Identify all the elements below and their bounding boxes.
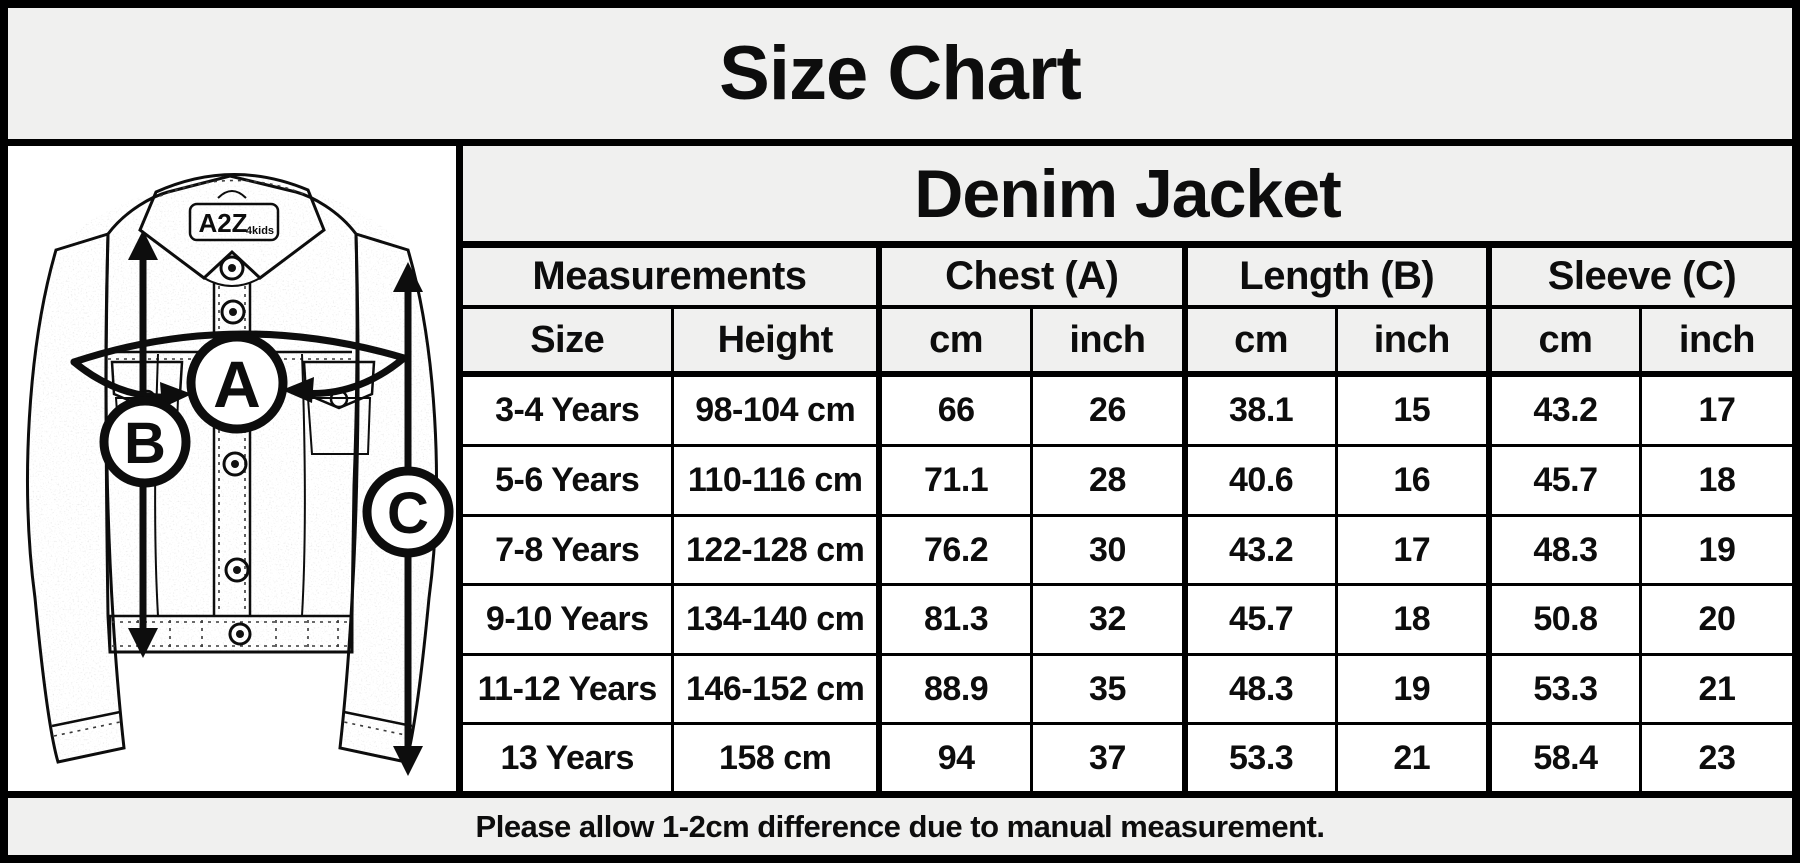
length-inch-cell: 19: [1334, 652, 1491, 726]
sleeve-cm-cell: 43.2: [1485, 372, 1642, 448]
length-cm-cell: 43.2: [1181, 513, 1338, 587]
chest-inch-cell: 28: [1030, 444, 1187, 517]
length-inch-cell: 17: [1334, 513, 1491, 587]
col-header-sleeve-inch: inch: [1638, 305, 1792, 377]
table-row: 9-10 Years 134-140 cm 81.3 32 45.7 18 50…: [463, 583, 1792, 656]
col-group-chest: Chest (A): [875, 244, 1187, 309]
chest-inch-cell: 26: [1030, 372, 1187, 448]
size-cell: 13 Years: [463, 722, 675, 791]
length-inch-cell: 21: [1334, 722, 1491, 791]
jacket-diagram-panel: A2Z 4kids: [8, 146, 463, 791]
chest-cm-cell: 94: [875, 722, 1034, 791]
col-header-height: Height: [671, 305, 881, 377]
table-row: 5-6 Years 110-116 cm 71.1 28 40.6 16 45.…: [463, 444, 1792, 517]
col-header-length-cm: cm: [1181, 305, 1338, 377]
height-cell: 158 cm: [671, 722, 881, 791]
length-label: B: [124, 411, 166, 476]
col-header-length-inch: inch: [1334, 305, 1491, 377]
chest-cm-cell: 81.3: [875, 583, 1034, 656]
chest-inch-cell: 37: [1030, 722, 1187, 791]
length-inch-cell: 15: [1334, 372, 1491, 448]
table-row: 3-4 Years 98-104 cm 66 26 38.1 15 43.2 1…: [463, 372, 1792, 448]
col-header-sleeve-cm: cm: [1485, 305, 1642, 377]
height-cell: 110-116 cm: [671, 444, 881, 517]
chest-label: A: [213, 347, 261, 421]
col-header-chest-cm: cm: [875, 305, 1034, 377]
length-inch-cell: 16: [1334, 444, 1491, 517]
sleeve-inch-cell: 17: [1638, 372, 1792, 448]
col-header-size: Size: [463, 305, 675, 377]
size-cell: 9-10 Years: [463, 583, 675, 656]
height-cell: 134-140 cm: [671, 583, 881, 656]
sleeve-inch-cell: 18: [1638, 444, 1792, 517]
length-cm-cell: 38.1: [1181, 372, 1338, 448]
denim-jacket-illustration: A2Z 4kids: [26, 173, 454, 776]
size-cell: 3-4 Years: [463, 372, 675, 448]
size-table-area: Denim Jacket Measurements Chest (A) Leng…: [463, 146, 1792, 791]
chest-inch-cell: 30: [1030, 513, 1187, 587]
chest-cm-cell: 88.9: [875, 652, 1034, 726]
height-cell: 122-128 cm: [671, 513, 881, 587]
chest-cm-cell: 66: [875, 372, 1034, 448]
length-cm-cell: 53.3: [1181, 722, 1338, 791]
chest-cm-cell: 76.2: [875, 513, 1034, 587]
sleeve-label-badge: C: [362, 466, 454, 558]
table-row: 13 Years 158 cm 94 37 53.3 21 58.4 23: [463, 722, 1792, 791]
size-table: Denim Jacket Measurements Chest (A) Leng…: [463, 146, 1792, 791]
page-title: Size Chart: [8, 8, 1792, 146]
size-cell: 11-12 Years: [463, 652, 675, 726]
table-row: 7-8 Years 122-128 cm 76.2 30 43.2 17 48.…: [463, 513, 1792, 587]
sleeve-inch-cell: 23: [1638, 722, 1792, 791]
chest-label-badge: A: [186, 332, 288, 434]
length-cm-cell: 45.7: [1181, 583, 1338, 656]
length-inch-cell: 18: [1334, 583, 1491, 656]
height-cell: 146-152 cm: [671, 652, 881, 726]
sleeve-label: C: [387, 481, 429, 546]
sleeve-inch-cell: 19: [1638, 513, 1792, 587]
table-title: Denim Jacket: [463, 146, 1792, 248]
sleeve-inch-cell: 20: [1638, 583, 1792, 656]
col-group-length: Length (B): [1181, 244, 1491, 309]
col-group-sleeve: Sleeve (C): [1485, 244, 1792, 309]
chest-cm-cell: 71.1: [875, 444, 1034, 517]
size-cell: 7-8 Years: [463, 513, 675, 587]
sleeve-cm-cell: 53.3: [1485, 652, 1642, 726]
main-area: A2Z 4kids: [8, 146, 1792, 791]
col-header-chest-inch: inch: [1030, 305, 1187, 377]
chest-inch-cell: 35: [1030, 652, 1187, 726]
chest-inch-cell: 32: [1030, 583, 1187, 656]
table-row: 11-12 Years 146-152 cm 88.9 35 48.3 19 5…: [463, 652, 1792, 726]
sleeve-cm-cell: 48.3: [1485, 513, 1642, 587]
sleeve-inch-cell: 21: [1638, 652, 1792, 726]
length-cm-cell: 48.3: [1181, 652, 1338, 726]
sleeve-cm-cell: 58.4: [1485, 722, 1642, 791]
length-cm-cell: 40.6: [1181, 444, 1338, 517]
footer-note: Please allow 1-2cm difference due to man…: [8, 791, 1792, 855]
sleeve-cm-cell: 45.7: [1485, 444, 1642, 517]
height-cell: 98-104 cm: [671, 372, 881, 448]
size-cell: 5-6 Years: [463, 444, 675, 517]
length-label-badge: B: [99, 396, 191, 488]
col-group-measurements: Measurements: [463, 244, 881, 309]
sleeve-cm-cell: 50.8: [1485, 583, 1642, 656]
